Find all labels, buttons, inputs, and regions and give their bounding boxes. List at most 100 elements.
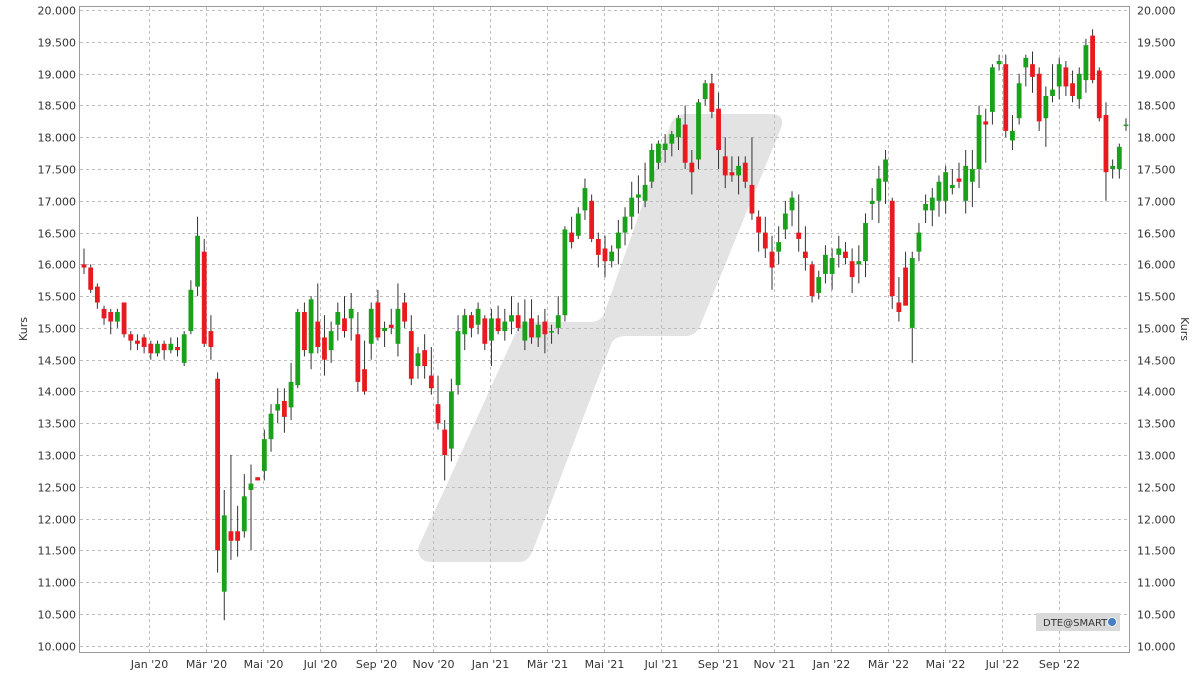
candle <box>963 149 969 214</box>
y-tick-label-right: 17.000 <box>1137 196 1176 209</box>
candle-body <box>816 277 822 293</box>
candle-body <box>81 264 87 268</box>
candle-body <box>562 229 568 316</box>
candle-body <box>435 404 441 424</box>
candle <box>128 331 134 351</box>
candle-body <box>589 200 595 239</box>
candle <box>1090 29 1096 84</box>
candle-body <box>983 121 989 125</box>
watermark-logo <box>418 114 783 562</box>
candle <box>796 194 802 252</box>
candle <box>375 289 381 341</box>
candle <box>555 296 561 335</box>
y-tick-label-right: 18.500 <box>1137 100 1176 113</box>
candle-body <box>923 203 929 211</box>
candle <box>448 378 454 462</box>
candle <box>509 296 514 335</box>
candle <box>402 292 408 328</box>
y-tick-label-right: 12.500 <box>1137 482 1176 495</box>
candle <box>843 242 848 265</box>
candle-body <box>495 318 501 332</box>
candle <box>495 305 501 335</box>
candle-body <box>355 334 361 382</box>
candle-body <box>395 308 401 344</box>
candle <box>1003 54 1009 138</box>
candle <box>956 162 962 189</box>
candle <box>883 149 888 204</box>
candle <box>1010 115 1015 150</box>
candle <box>909 251 915 363</box>
candle <box>275 388 281 424</box>
candle-body <box>936 181 942 201</box>
candle-body <box>302 312 307 351</box>
candle <box>669 130 675 157</box>
candle <box>1056 57 1062 100</box>
candle <box>622 207 628 246</box>
candle <box>121 302 127 338</box>
candle <box>175 337 180 357</box>
candle-body <box>702 83 708 100</box>
candle-body <box>489 318 494 341</box>
candle <box>1070 70 1075 103</box>
candle-body <box>789 197 795 211</box>
y-tick-label-right: 14.000 <box>1137 386 1176 399</box>
y-tick-label-right: 11.500 <box>1137 545 1176 558</box>
candle-body <box>235 531 241 541</box>
candle <box>742 156 748 189</box>
y-tick-label-right: 20.000 <box>1137 5 1176 18</box>
candle <box>515 302 521 332</box>
x-tick-label: Sep '21 <box>698 658 739 671</box>
candle <box>676 115 681 150</box>
candle-body <box>1010 130 1015 141</box>
candle-body <box>802 251 808 259</box>
x-tick-label: Jan '22 <box>812 658 850 671</box>
candle <box>569 216 575 249</box>
candle <box>181 331 187 367</box>
y-tick-label-right: 14.500 <box>1137 355 1176 368</box>
x-tick-label: Sep '20 <box>356 658 397 671</box>
y-tick-label-right: 19.500 <box>1137 37 1176 50</box>
y-tick-label-right: 10.500 <box>1137 609 1176 622</box>
candle <box>629 181 635 230</box>
candle <box>502 308 508 341</box>
candle <box>609 245 615 268</box>
x-tick-label: Nov '21 <box>754 658 796 671</box>
candle-body <box>1083 45 1089 81</box>
candle <box>1096 67 1102 122</box>
y-tick-label-left: 13.000 <box>38 450 77 463</box>
candle <box>916 223 922 262</box>
candle-body <box>656 143 661 163</box>
candle <box>869 188 875 220</box>
y-tick-label-right: 19.000 <box>1137 69 1176 82</box>
candle <box>662 134 668 163</box>
candle-body <box>569 232 575 243</box>
candle-body <box>896 302 902 313</box>
candle-body <box>749 184 755 214</box>
candle <box>141 334 147 354</box>
candle <box>155 340 160 357</box>
candle-body <box>469 315 474 328</box>
candle-body <box>261 439 267 471</box>
candle <box>1116 143 1122 179</box>
candle <box>261 429 267 481</box>
y-tick-label-left: 18.000 <box>38 132 77 145</box>
candle <box>802 226 808 271</box>
candle <box>428 346 434 395</box>
y-tick-label-left: 20.000 <box>38 5 77 18</box>
candle <box>388 308 394 335</box>
candle <box>469 312 474 338</box>
candle-body <box>368 308 374 344</box>
candle-body <box>1023 57 1029 68</box>
candle-body <box>916 232 922 252</box>
x-tick-label: Sep '22 <box>1039 658 1080 671</box>
candle-body <box>609 251 615 262</box>
candle-body <box>362 369 367 392</box>
candle <box>455 315 461 395</box>
y-tick-label-left: 16.500 <box>38 228 77 241</box>
candle-body <box>442 429 448 456</box>
candle <box>729 156 735 182</box>
candle-body <box>462 315 468 335</box>
y-tick-label-right: 15.000 <box>1137 323 1176 336</box>
candle-body <box>903 267 908 306</box>
